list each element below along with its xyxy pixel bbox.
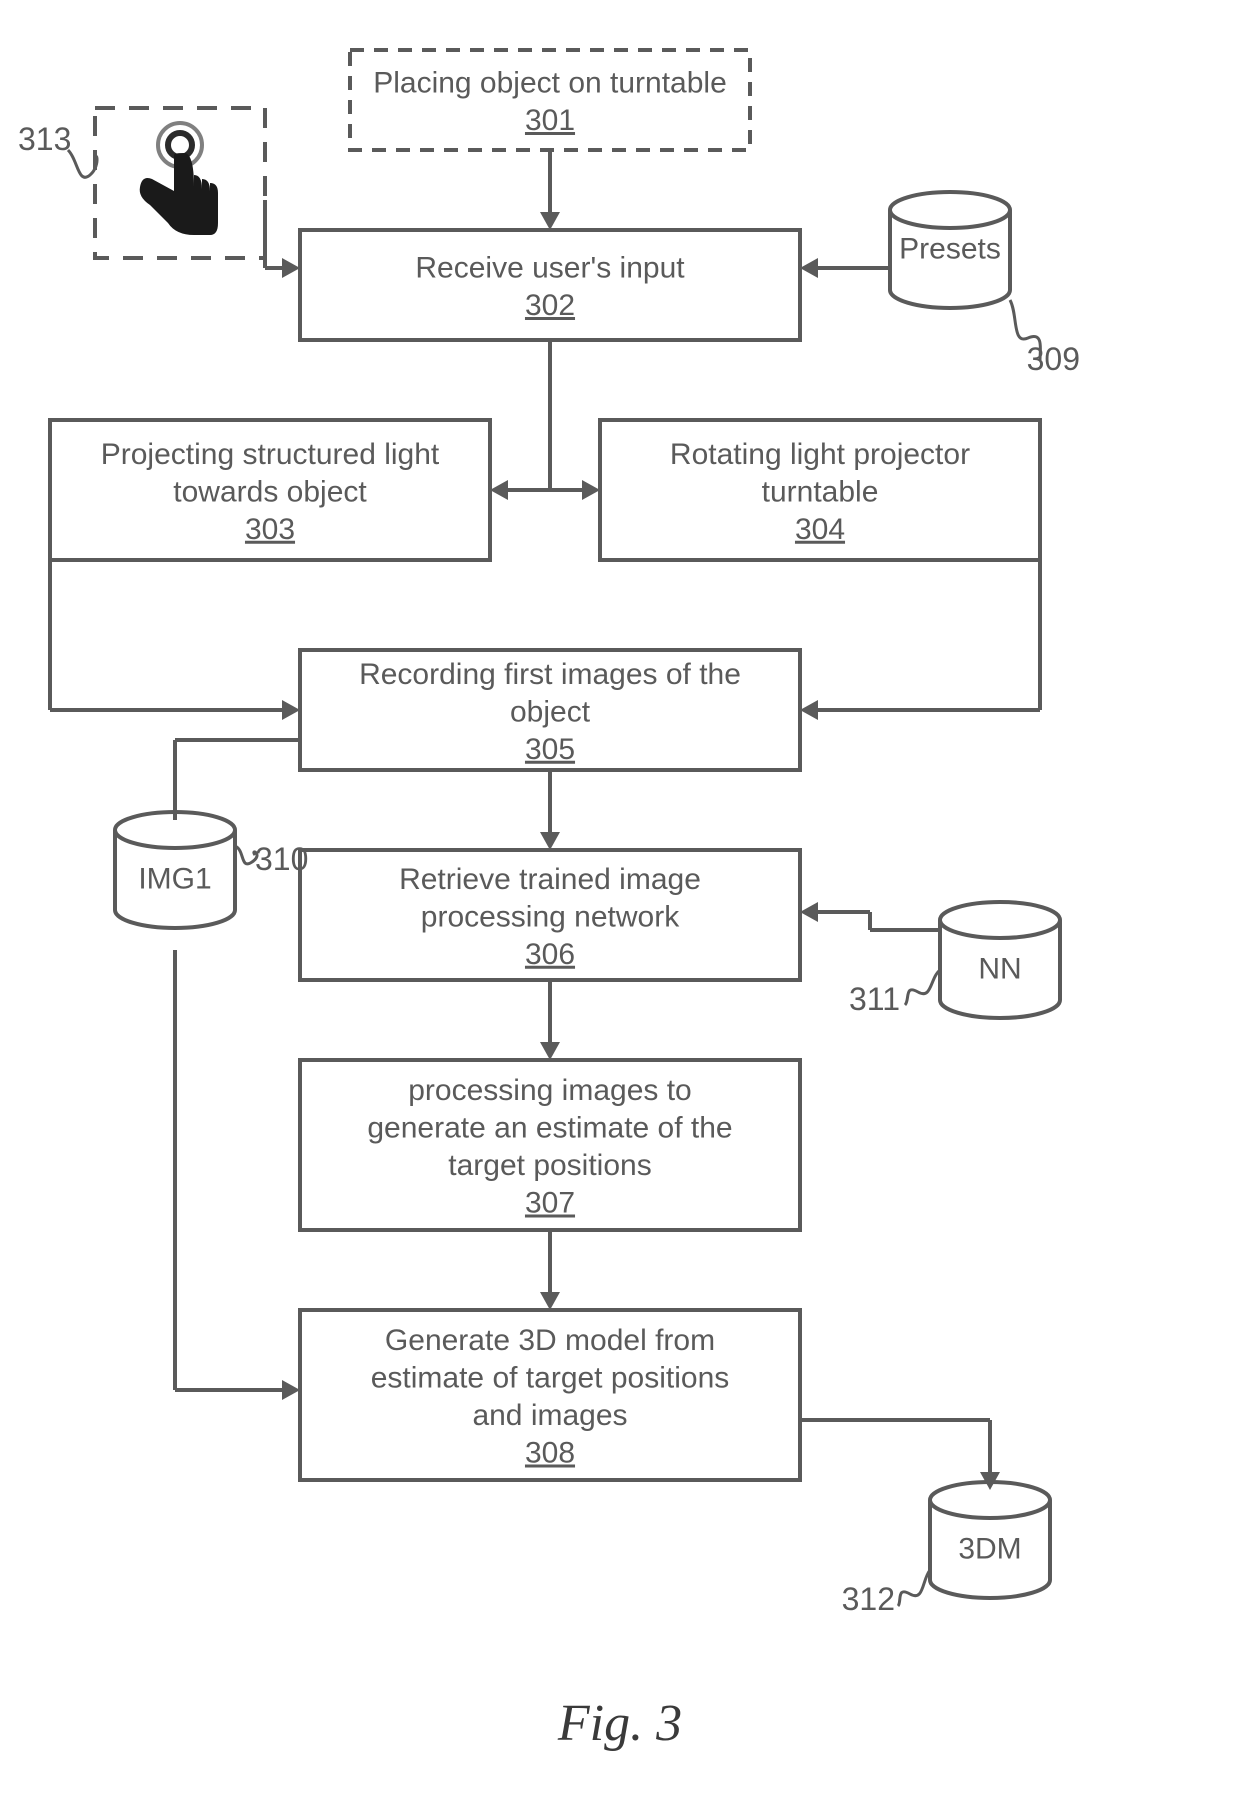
- cylinder-label: IMG1: [138, 863, 211, 896]
- ref-label: 312: [842, 1581, 895, 1617]
- arrow-head-icon: [800, 258, 818, 278]
- box-text: Generate 3D model from: [385, 1324, 715, 1357]
- box-text: Receive user's input: [415, 252, 685, 285]
- leader-line: [68, 150, 97, 177]
- box-text: Rotating light projector: [670, 438, 970, 471]
- box-ref: 308: [525, 1437, 575, 1470]
- arrow-head-icon: [490, 480, 508, 500]
- cylinder-img1: IMG1: [115, 812, 235, 928]
- cylinder-nn: NN: [940, 902, 1060, 1018]
- box-ref: 305: [525, 733, 575, 766]
- flow-box-b302: Receive user's input 302: [300, 230, 800, 340]
- leader-line: [905, 970, 940, 1005]
- arrow-head-icon: [540, 212, 560, 230]
- box-text: estimate of target positions: [371, 1362, 730, 1395]
- box-text: Retrieve trained image: [399, 863, 701, 896]
- box-ref: 304: [795, 513, 845, 546]
- box-ref: 307: [525, 1187, 575, 1220]
- arrow-head-icon: [540, 832, 560, 850]
- touch-input-box: [95, 108, 265, 258]
- box-text: processing images to: [408, 1074, 691, 1107]
- flow-box-b301: Placing object on turntable 301: [350, 50, 750, 150]
- box-ref: 302: [525, 289, 575, 322]
- flow-box-b303: Projecting structured light towards objec…: [50, 420, 490, 560]
- cylinder-presets: Presets: [890, 192, 1010, 308]
- ref-label: 311: [849, 981, 900, 1017]
- ref-label: 313: [18, 121, 71, 157]
- box-text: and images: [472, 1399, 627, 1432]
- arrow-head-icon: [582, 480, 600, 500]
- box-ref: 303: [245, 513, 295, 546]
- arrow-head-icon: [282, 1380, 300, 1400]
- arrow-head-icon: [800, 700, 818, 720]
- flow-box-b308: Generate 3D model from estimate of target…: [300, 1310, 800, 1480]
- arrow-head-icon: [540, 1042, 560, 1060]
- flow-box-b304: Rotating light projector turntable 304: [600, 420, 1040, 560]
- arrow-head-icon: [282, 258, 300, 278]
- cylinder-tdm: 3DM: [930, 1482, 1050, 1598]
- cylinder-label: NN: [978, 953, 1021, 986]
- cylinder-label: Presets: [899, 233, 1001, 266]
- box-text: Projecting structured light: [101, 438, 440, 471]
- arrow-head-icon: [540, 1292, 560, 1310]
- arrow-head-icon: [282, 700, 300, 720]
- touch-icon: [140, 123, 218, 235]
- box-ref: 301: [525, 104, 575, 137]
- flow-box-b305: Recording first images of the object 305: [300, 650, 800, 770]
- box-text: towards object: [173, 475, 367, 508]
- box-text: Placing object on turntable: [373, 67, 727, 100]
- flow-box-b306: Retrieve trained image processing network…: [300, 850, 800, 980]
- arrow-head-icon: [800, 902, 818, 922]
- flow-box-b307: processing images to generate an estimate…: [300, 1060, 800, 1230]
- box-text: processing network: [421, 900, 680, 933]
- box-text: generate an estimate of the: [367, 1112, 732, 1145]
- box-text: Recording first images of the: [359, 658, 741, 691]
- box-text: object: [510, 695, 591, 728]
- leader-line: [898, 1570, 930, 1606]
- figure-caption: Fig. 3: [557, 1695, 682, 1752]
- box-ref: 306: [525, 938, 575, 971]
- cylinder-label: 3DM: [958, 1533, 1021, 1566]
- box-text: turntable: [762, 475, 879, 508]
- leader-line: [235, 846, 257, 864]
- box-text: target positions: [448, 1149, 651, 1182]
- ref-label: 309: [1027, 341, 1080, 377]
- ref-label: 310: [255, 841, 308, 877]
